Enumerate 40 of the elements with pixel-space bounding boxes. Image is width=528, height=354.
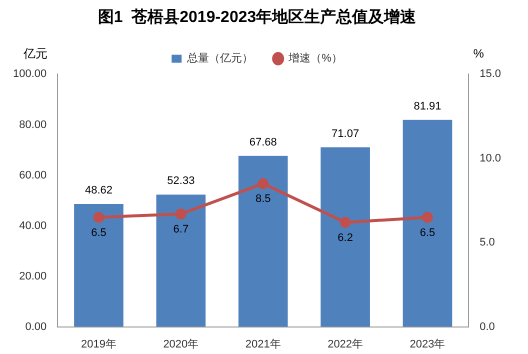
bar (238, 156, 288, 327)
y2-axis-title: % (473, 46, 484, 61)
chart-title: 图1 苍梧县2019-2023年地区生产总值及增速 (98, 8, 418, 26)
point (258, 178, 269, 190)
data-label: 81.91 (414, 100, 442, 112)
y-tick-label: 0.00 (25, 320, 47, 333)
y2-tick-label: 0.0 (480, 320, 495, 333)
y-tick-label: 100.00 (12, 68, 47, 80)
y-tick-label: 20.00 (19, 270, 47, 282)
x-tick-label: 2020年 (163, 338, 199, 350)
data-label: 6.7 (173, 224, 189, 236)
x-tick-label: 2023年 (410, 338, 446, 350)
y-tick-label: 80.00 (19, 118, 47, 131)
legend-label: 增速（%） (288, 52, 342, 65)
point (422, 212, 433, 223)
y-tick-label: 60.00 (19, 169, 47, 182)
x-tick-label: 2019年 (80, 338, 116, 350)
legend-label: 总量（亿元） (186, 52, 254, 65)
point (340, 216, 351, 228)
y-axis-title: 亿元 (22, 46, 48, 61)
y2-tick-label: 10.0 (480, 152, 502, 164)
x-tick-label: 2021年 (245, 338, 281, 350)
bar (320, 147, 370, 327)
y2-tick-label: 15.0 (480, 68, 502, 80)
data-label: 6.2 (338, 232, 353, 244)
data-label: 52.33 (167, 175, 195, 188)
x-tick-label: 2022年 (328, 338, 364, 350)
data-label: 6.5 (420, 226, 436, 239)
bar (402, 120, 452, 327)
data-label: 6.5 (91, 226, 106, 239)
y-tick-label: 40.00 (19, 220, 47, 232)
data-label: 71.07 (332, 128, 360, 140)
bar (156, 194, 206, 327)
point (175, 208, 186, 220)
data-label: 48.62 (84, 184, 113, 197)
data-label: 8.5 (255, 193, 271, 206)
data-label: 67.68 (249, 136, 277, 148)
bar (74, 204, 124, 327)
y2-tick-label: 5.0 (480, 236, 495, 249)
point (93, 212, 104, 223)
